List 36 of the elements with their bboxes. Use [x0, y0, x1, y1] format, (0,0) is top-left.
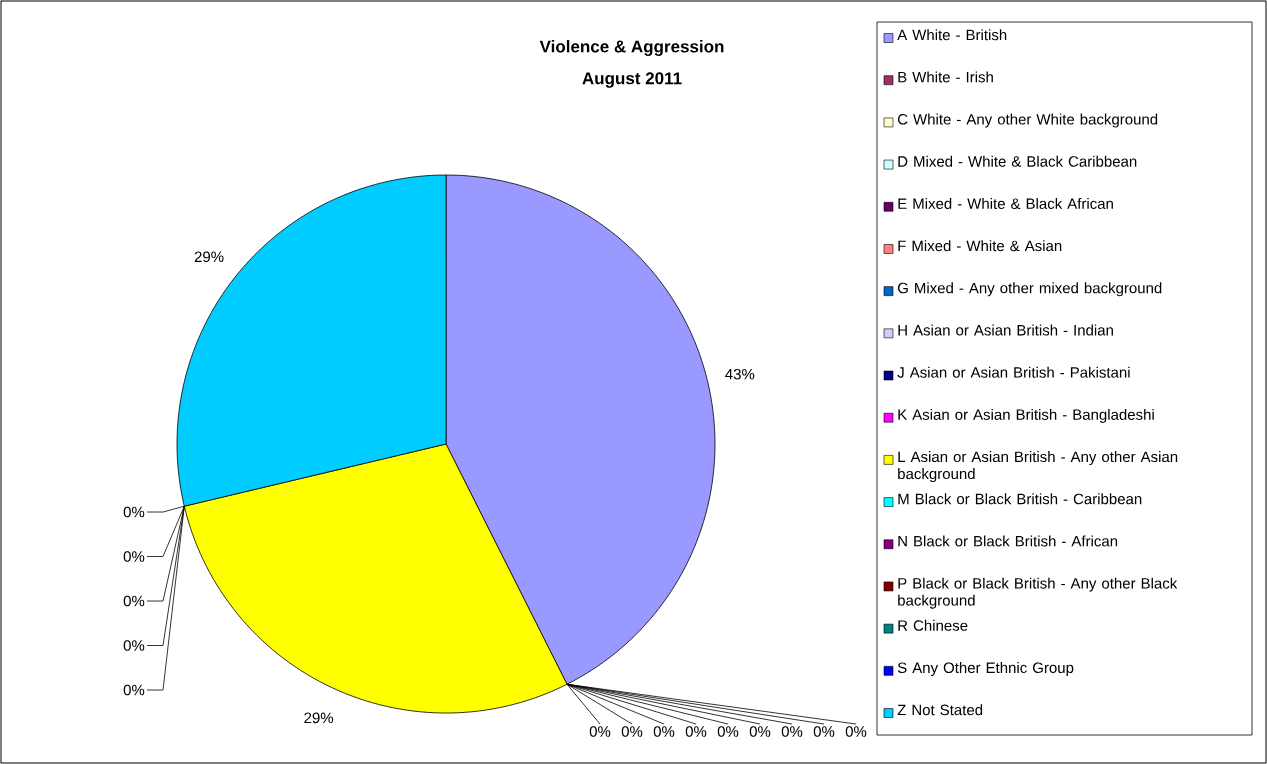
legend-label: E Mixed - White & Black African	[898, 197, 1113, 209]
text: 0%	[685, 726, 707, 737]
data-label: 29%	[304, 712, 334, 724]
legend-label: D Mixed - White & Black Caribbean	[898, 155, 1137, 167]
text: 0%	[621, 726, 643, 737]
legend-label: H Asian or Asian British - Indian	[898, 324, 1113, 336]
text: 0%	[653, 726, 675, 737]
legend-label: G Mixed - Any other mixed background	[897, 282, 1162, 297]
legend-label: F Mixed - White & Asian	[898, 240, 1062, 252]
text: 0%	[749, 726, 771, 737]
legend-label: R Chinese	[898, 619, 968, 631]
text: Violence & Aggression	[539, 40, 724, 56]
text: 0%	[717, 726, 739, 737]
text: 0%	[813, 726, 835, 737]
legend-label: Z Not Stated	[897, 704, 983, 716]
legend-label: C White - Any other White background	[897, 113, 1158, 128]
legend-label: B White - Irish	[898, 71, 993, 83]
legend-label: K Asian or Asian British - Bangladeshi	[898, 408, 1154, 423]
text: 0%	[845, 726, 867, 737]
data-label: 29%	[194, 251, 224, 263]
legend-label: A White - British	[897, 29, 1007, 41]
text: 0%	[123, 684, 145, 696]
data-label: 43%	[725, 368, 755, 380]
legend-label: M Black or Black British - Caribbean	[898, 493, 1142, 505]
legend-label: N Black or Black British - African	[898, 535, 1118, 547]
text: August 2011	[582, 72, 682, 88]
legend-label: J Asian or Asian British - Pakistani	[897, 366, 1130, 378]
text: 0%	[781, 726, 803, 737]
text: 0%	[123, 551, 145, 562]
legend-label: P Black or Black British - Any other Black background	[898, 577, 1178, 609]
text: 0%	[123, 595, 145, 607]
text: 0%	[123, 506, 145, 518]
text: 0%	[123, 640, 145, 651]
legend-label: L Asian or Asian British - Any other Asian background	[898, 451, 1178, 483]
legend-label: S Any Other Ethnic Group	[897, 662, 1074, 676]
text: 0%	[589, 726, 611, 737]
